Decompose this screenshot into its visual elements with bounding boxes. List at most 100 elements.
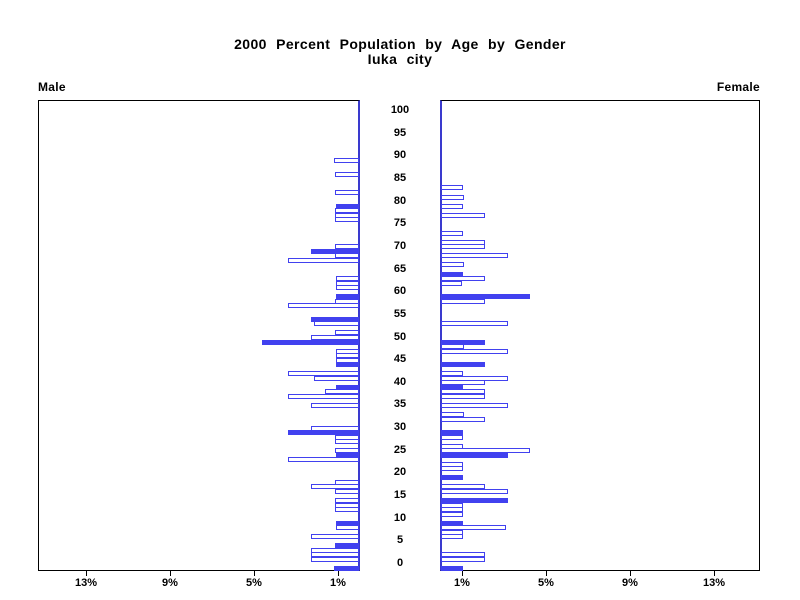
age-tick-label-35: 35 <box>393 398 407 411</box>
female-axis-tick-label-5: 5% <box>538 577 554 589</box>
bar-female-age-41 <box>441 380 486 386</box>
bar-male-age-50 <box>262 339 359 345</box>
bar-male-age-77 <box>334 217 359 223</box>
bar-female-age-29 <box>441 434 464 440</box>
age-tick-label-15: 15 <box>393 489 407 502</box>
bar-female-age-14 <box>441 502 464 508</box>
chart-subtitle: Iuka city <box>367 51 433 67</box>
bar-female-age-34 <box>441 411 465 417</box>
bar-female-age-84 <box>441 185 464 191</box>
bar-male-age-28 <box>334 439 359 445</box>
bar-male-age-54 <box>313 321 359 327</box>
bar-male-age-5 <box>334 543 359 549</box>
bar-male-age-64 <box>335 276 359 282</box>
bar-female-age-3 <box>441 552 486 558</box>
age-tick-label-45: 45 <box>393 353 407 366</box>
bar-male-age-71 <box>334 244 359 250</box>
bar-male-age-55 <box>310 316 359 322</box>
bar-female-age-54 <box>441 321 509 327</box>
bar-male-age-68 <box>287 257 359 263</box>
bar-male-age-90 <box>333 158 359 164</box>
male-plot-area <box>38 100 360 571</box>
age-tick-label-80: 80 <box>393 194 407 207</box>
age-tick-label-55: 55 <box>393 307 407 320</box>
bar-female-age-39 <box>441 389 486 395</box>
bar-female-age-22 <box>441 466 464 472</box>
bar-male-age-31 <box>310 425 359 431</box>
male-axis-tick-label-9: 9% <box>162 577 178 589</box>
bar-male-age-43 <box>287 371 359 377</box>
bar-female-age-26 <box>441 448 531 454</box>
bar-female-age-50 <box>441 339 486 345</box>
male-axis-tick-1 <box>338 571 339 576</box>
bar-male-age-38 <box>287 393 359 399</box>
male-axis-tick-5 <box>254 571 255 576</box>
bar-male-age-52 <box>334 330 359 336</box>
bar-male-age-87 <box>334 171 359 177</box>
bar-female-age-38 <box>441 393 486 399</box>
bar-female-age-30 <box>441 430 464 436</box>
bar-male-age-83 <box>334 190 359 195</box>
male-axis-tick-label-1: 1% <box>330 577 346 589</box>
bar-male-age-39 <box>325 389 359 395</box>
male-axis-tick-13 <box>86 571 87 576</box>
female-axis-tick-5 <box>546 571 547 576</box>
age-tick-label-60: 60 <box>393 285 407 298</box>
bar-female-age-25 <box>441 452 509 458</box>
bar-male-age-2 <box>310 556 359 562</box>
bar-female-age-0 <box>441 566 464 571</box>
age-tick-label-40: 40 <box>393 375 407 388</box>
age-tick-label-100: 100 <box>390 104 410 116</box>
bar-female-age-7 <box>441 534 464 540</box>
bar-male-age-79 <box>334 208 359 214</box>
bar-female-age-74 <box>441 230 464 236</box>
bar-female-age-60 <box>441 294 531 300</box>
age-tick-label-70: 70 <box>393 239 407 252</box>
bar-female-age-42 <box>441 375 509 381</box>
bar-male-age-25 <box>335 452 359 458</box>
bar-female-age-63 <box>441 280 462 286</box>
bar-male-age-0 <box>333 566 359 571</box>
age-tick-label-90: 90 <box>393 149 407 162</box>
bar-female-age-80 <box>441 203 464 209</box>
bar-female-age-48 <box>441 348 509 354</box>
bar-female-age-36 <box>441 402 509 408</box>
bar-male-age-18 <box>310 484 359 490</box>
bar-male-age-9 <box>335 525 359 531</box>
bar-female-age-18 <box>441 484 486 490</box>
age-tick-label-50: 50 <box>393 330 407 343</box>
bar-male-age-40 <box>335 384 359 390</box>
bar-male-age-46 <box>335 357 359 363</box>
chart-title: 2000 Percent Population by Age by Gender <box>234 36 566 52</box>
bar-female-age-49 <box>441 344 465 350</box>
bar-female-age-15 <box>441 498 509 504</box>
bar-female-age-40 <box>441 384 464 390</box>
male-axis-tick-9 <box>170 571 171 576</box>
bar-female-age-33 <box>441 416 486 422</box>
age-tick-label-95: 95 <box>393 126 407 139</box>
bar-female-age-2 <box>441 556 486 562</box>
age-tick-label-20: 20 <box>393 466 407 479</box>
female-axis-tick-9 <box>630 571 631 576</box>
bar-male-age-42 <box>313 375 359 381</box>
bar-female-age-9 <box>441 525 507 531</box>
bar-male-age-7 <box>310 534 359 540</box>
bar-male-age-26 <box>334 448 359 454</box>
bar-male-age-13 <box>334 507 359 513</box>
age-tick-label-5: 5 <box>396 534 404 547</box>
age-tick-label-30: 30 <box>393 421 407 434</box>
bar-male-age-78 <box>334 212 359 218</box>
bar-male-age-45 <box>335 362 359 368</box>
bar-male-age-69 <box>334 253 359 259</box>
bar-female-age-8 <box>441 529 464 535</box>
bar-female-age-23 <box>441 461 464 467</box>
bar-male-age-47 <box>335 353 359 359</box>
bar-male-age-59 <box>334 298 359 304</box>
bar-female-age-13 <box>441 507 464 513</box>
age-tick-label-0: 0 <box>396 557 404 569</box>
bar-female-age-43 <box>441 371 464 377</box>
bar-female-age-69 <box>441 253 509 259</box>
age-tick-label-65: 65 <box>393 262 407 275</box>
male-axis-tick-label-5: 5% <box>246 577 262 589</box>
